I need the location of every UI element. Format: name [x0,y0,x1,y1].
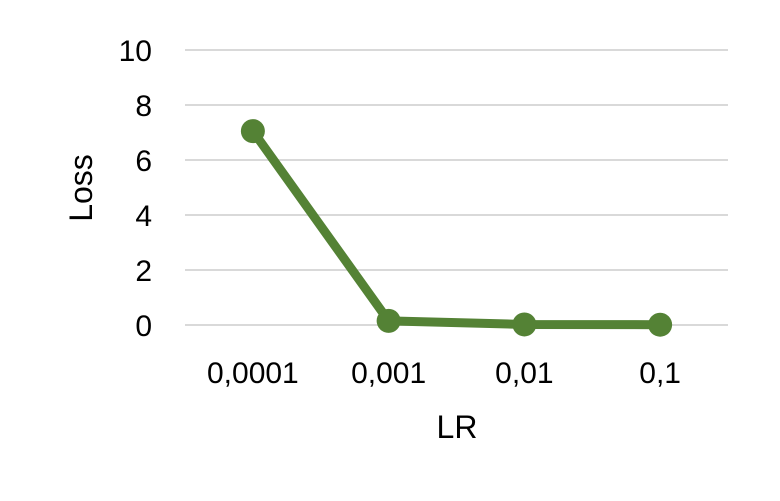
x-tick-label: 0,001 [351,357,426,390]
y-tick-label: 10 [119,35,152,68]
x-tick-label: 0,1 [639,357,681,390]
y-tick-label: 2 [135,255,152,288]
data-point-marker [512,312,537,337]
gridlines [185,49,728,326]
y-axis-title: Loss [63,154,99,222]
series-line [248,126,665,330]
y-axis-ticks: 0 2 4 6 8 10 [119,35,152,343]
data-point-marker [376,308,401,333]
y-tick-label: 6 [135,145,152,178]
y-tick-label: 0 [135,310,152,343]
data-point-marker [240,119,265,144]
x-axis-title: LR [437,409,478,445]
y-tick-label: 4 [135,200,152,233]
x-axis-ticks: 0,0001 0,001 0,01 0,1 [207,357,681,390]
y-tick-label: 8 [135,90,152,123]
data-point-marker [648,312,673,337]
x-tick-label: 0,01 [495,357,553,390]
series-group [240,119,673,337]
x-tick-label: 0,0001 [207,357,299,390]
